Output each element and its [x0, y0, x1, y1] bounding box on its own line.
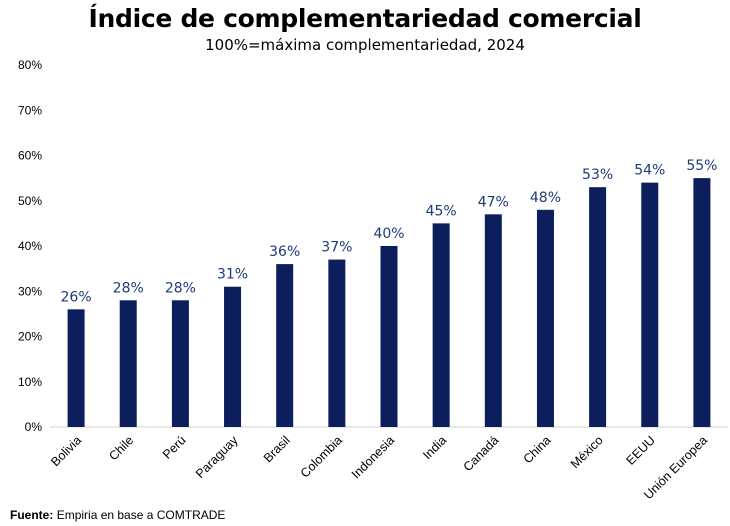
data-label: 37%: [321, 240, 352, 256]
x-tick-label: México: [568, 433, 606, 471]
data-label: 45%: [426, 203, 457, 219]
x-tick-label: Bolivia: [48, 433, 84, 469]
bar: [484, 214, 502, 427]
x-tick-label: Canadá: [461, 433, 502, 474]
x-tick-label: India: [420, 433, 449, 462]
x-tick-label: Indonesia: [349, 433, 397, 481]
bar: [693, 178, 711, 427]
x-tick-label: China: [521, 433, 554, 466]
bar: [641, 182, 659, 427]
bar: [536, 209, 554, 427]
bar: [171, 300, 189, 427]
data-label: 40%: [373, 226, 404, 242]
x-tick-label: Brasil: [261, 433, 293, 465]
y-tick-label: 50%: [18, 194, 42, 208]
x-tick-label: Chile: [106, 433, 136, 463]
x-tick-label: EEUU: [623, 433, 657, 467]
source-prefix: Fuente:: [10, 508, 54, 522]
source-note: Fuente: Empiria en base a COMTRADE: [10, 508, 225, 522]
y-tick-label: 40%: [18, 239, 42, 253]
bar: [119, 300, 137, 427]
data-label: 28%: [165, 280, 196, 296]
y-tick-label: 60%: [18, 149, 42, 163]
data-label: 48%: [530, 190, 561, 206]
chart-subtitle: 100%=máxima complementariedad, 2024: [205, 36, 525, 54]
data-label: 31%: [217, 267, 248, 283]
y-tick-label: 70%: [18, 103, 42, 117]
data-label: 53%: [582, 167, 613, 183]
bar: [380, 246, 398, 427]
data-label: 47%: [478, 194, 509, 210]
y-tick-label: 0%: [25, 420, 43, 434]
y-tick-label: 20%: [18, 330, 42, 344]
x-tick-label: Colombia: [298, 433, 345, 480]
x-tick-label: Perú: [160, 433, 189, 462]
data-label: 28%: [113, 280, 144, 296]
y-tick-label: 10%: [18, 375, 42, 389]
y-tick-label: 30%: [18, 284, 42, 298]
bar: [589, 187, 607, 427]
data-label: 54%: [634, 163, 665, 179]
bar: [328, 259, 346, 427]
chart-title: Índice de complementariedad comercial: [88, 4, 642, 33]
y-tick-label: 80%: [18, 58, 42, 72]
data-label: 55%: [686, 158, 717, 174]
bar: [224, 286, 242, 427]
source-text: Empiria en base a COMTRADE: [56, 508, 226, 522]
bar: [276, 264, 294, 427]
bar: [432, 223, 450, 427]
bar: [67, 309, 85, 427]
data-label: 26%: [61, 289, 92, 305]
x-tick-label: Paraguay: [193, 433, 241, 481]
data-label: 36%: [269, 244, 300, 260]
